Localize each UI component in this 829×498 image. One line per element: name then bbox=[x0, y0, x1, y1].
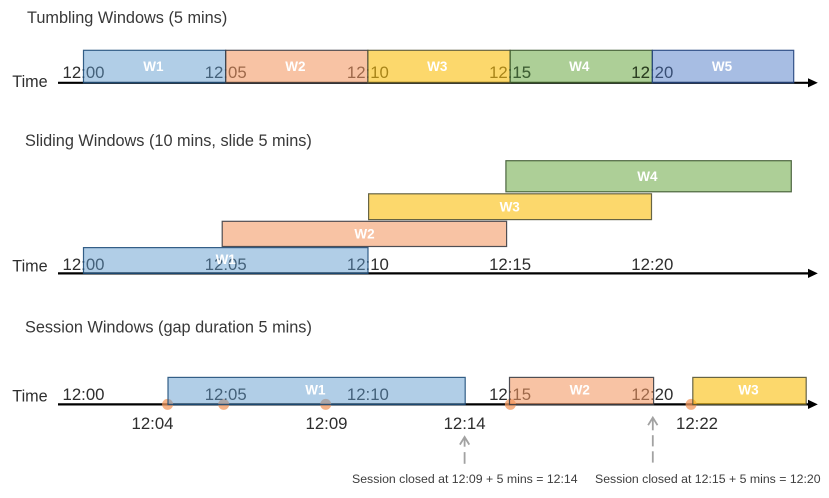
svg-text:Tumbling Windows (5 mins): Tumbling Windows (5 mins) bbox=[27, 9, 227, 27]
svg-text:W1: W1 bbox=[305, 383, 326, 398]
svg-text:12:05: 12:05 bbox=[205, 255, 247, 274]
svg-text:12:05: 12:05 bbox=[205, 385, 247, 404]
svg-text:W1: W1 bbox=[143, 59, 164, 74]
svg-text:12:04: 12:04 bbox=[132, 414, 174, 433]
svg-text:12: 12 bbox=[631, 63, 650, 82]
svg-text:W2: W2 bbox=[354, 227, 374, 242]
svg-text:12:15: 12:15 bbox=[489, 255, 531, 274]
svg-text:W4: W4 bbox=[637, 169, 658, 184]
svg-text:Sliding Windows (10 mins, slid: Sliding Windows (10 mins, slide 5 mins) bbox=[25, 132, 312, 150]
svg-text:12:22: 12:22 bbox=[676, 414, 718, 433]
svg-text:W4: W4 bbox=[569, 59, 590, 74]
svg-text:12:14: 12:14 bbox=[444, 414, 486, 433]
svg-text:W3: W3 bbox=[738, 383, 759, 398]
svg-text:W5: W5 bbox=[712, 59, 733, 74]
svg-text:Session closed at 12:09 + 5 mi: Session closed at 12:09 + 5 mins = 12:14 bbox=[352, 472, 578, 486]
svg-text:W2: W2 bbox=[570, 383, 590, 398]
svg-text::15: :15 bbox=[508, 63, 531, 82]
svg-text:W2: W2 bbox=[285, 59, 305, 74]
svg-text:W3: W3 bbox=[427, 59, 448, 74]
svg-text:Session closed at 12:15 + 5 mi: Session closed at 12:15 + 5 mins = 12:20 bbox=[595, 472, 821, 486]
svg-text:Session Windows (gap duration: Session Windows (gap duration 5 mins) bbox=[25, 319, 312, 337]
svg-text:12:20: 12:20 bbox=[631, 255, 673, 274]
svg-text:W1: W1 bbox=[216, 252, 237, 267]
svg-text:12:10: 12:10 bbox=[347, 385, 389, 404]
svg-text:W3: W3 bbox=[500, 199, 521, 214]
svg-text:12:00: 12:00 bbox=[63, 385, 105, 404]
svg-text:12:09: 12:09 bbox=[306, 414, 348, 433]
svg-text:Time: Time bbox=[12, 258, 47, 276]
svg-text:Time: Time bbox=[12, 73, 47, 91]
svg-text:Time: Time bbox=[12, 387, 47, 405]
